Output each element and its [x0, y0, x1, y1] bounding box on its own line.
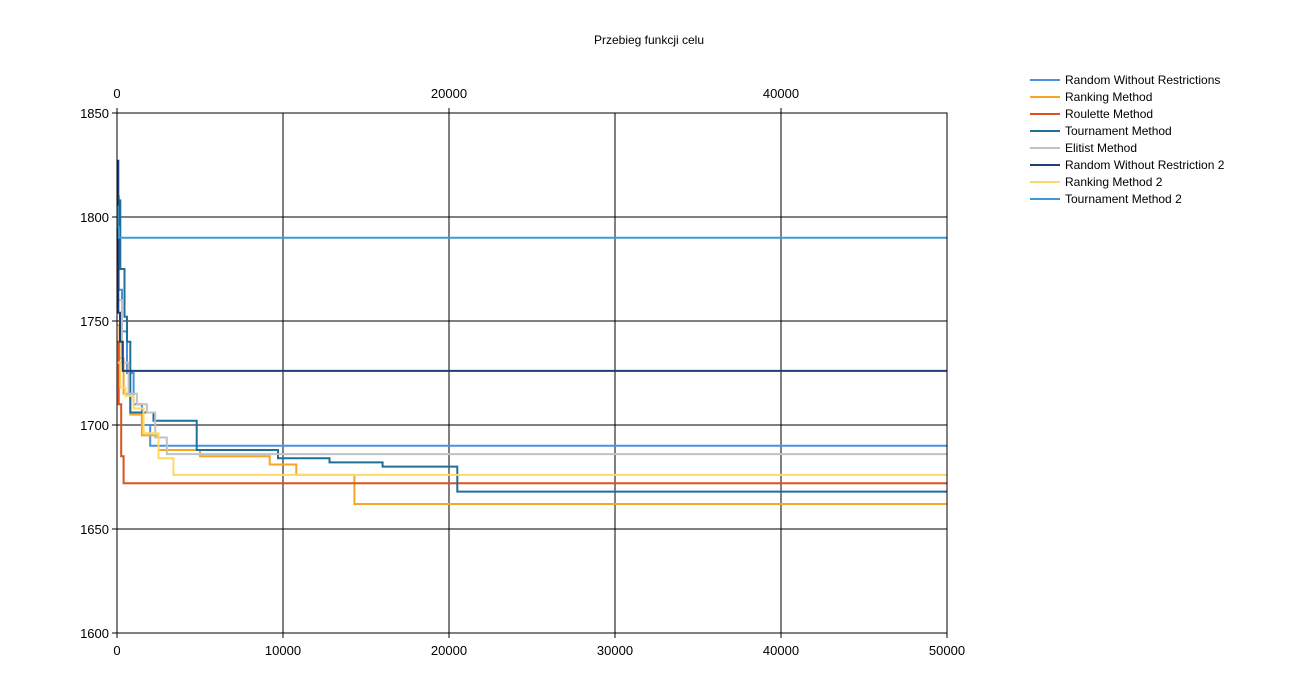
- legend-label: Tournament Method: [1065, 124, 1172, 138]
- y-tick-label: 1600: [80, 626, 109, 641]
- legend-label: Tournament Method 2: [1065, 192, 1182, 206]
- series-line-3: [117, 199, 947, 493]
- y-tick-label: 1750: [80, 314, 109, 329]
- series-line-6: [117, 361, 947, 476]
- legend-item-2: Roulette Method: [1030, 107, 1153, 121]
- y-axis-ticks: 1600 1650 1700 1750 1800 1850: [80, 106, 117, 641]
- x-top-tick-label: 20000: [431, 86, 467, 101]
- legend-label: Random Without Restriction 2: [1065, 158, 1225, 172]
- legend-label: Roulette Method: [1065, 107, 1153, 121]
- series-line-1: [117, 324, 947, 505]
- y-tick-label: 1800: [80, 210, 109, 225]
- series-line-5: [117, 159, 947, 372]
- series-line-7: [116, 205, 947, 239]
- chart-title: Przebieg funkcji celu: [594, 33, 704, 47]
- y-tick-label: 1700: [80, 418, 109, 433]
- series-line-4: [117, 299, 947, 456]
- series-line-2: [117, 340, 947, 485]
- x-tick-label: 0: [113, 643, 120, 658]
- grid: [117, 113, 947, 633]
- x-tick-label: 30000: [597, 643, 633, 658]
- x-top-tick-label: 40000: [763, 86, 799, 101]
- legend-item-7: Tournament Method 2: [1030, 192, 1182, 206]
- legend: Random Without Restrictions Ranking Metho…: [1030, 73, 1225, 206]
- legend-label: Elitist Method: [1065, 141, 1137, 155]
- legend-item-5: Random Without Restriction 2: [1030, 158, 1225, 172]
- legend-item-3: Tournament Method: [1030, 124, 1172, 138]
- legend-item-0: Random Without Restrictions: [1030, 73, 1220, 87]
- series-lines: [116, 159, 947, 505]
- y-tick-label: 1850: [80, 106, 109, 121]
- legend-item-4: Elitist Method: [1030, 141, 1137, 155]
- x-tick-label: 40000: [763, 643, 799, 658]
- x-tick-label: 50000: [929, 643, 965, 658]
- x-axis-bottom-ticks: 0 10000 20000 30000 40000 50000: [113, 633, 965, 658]
- legend-label: Ranking Method: [1065, 90, 1152, 104]
- x-top-tick-label: 0: [113, 86, 120, 101]
- x-tick-label: 10000: [265, 643, 301, 658]
- y-tick-label: 1650: [80, 522, 109, 537]
- legend-label: Ranking Method 2: [1065, 175, 1163, 189]
- x-axis-top-ticks: 0 20000 40000: [113, 86, 799, 113]
- plot-frame: [116, 112, 948, 634]
- x-tick-label: 20000: [431, 643, 467, 658]
- legend-item-1: Ranking Method: [1030, 90, 1152, 104]
- legend-label: Random Without Restrictions: [1065, 73, 1220, 87]
- legend-item-6: Ranking Method 2: [1030, 175, 1163, 189]
